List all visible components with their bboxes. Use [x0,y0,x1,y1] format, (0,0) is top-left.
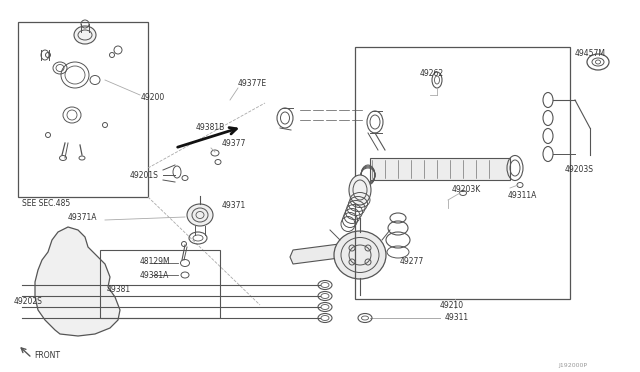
Bar [370,158,510,180]
Polygon shape [35,227,120,336]
Text: 49377E: 49377E [238,78,267,87]
Text: 49202S: 49202S [14,298,43,307]
Bar [100,250,220,318]
Text: 49381B: 49381B [196,122,225,131]
Text: 49311: 49311 [445,314,469,323]
Ellipse shape [187,204,213,226]
Text: 49277: 49277 [400,257,424,266]
Text: 49377: 49377 [222,138,246,148]
Polygon shape [290,240,375,264]
Text: 49201S: 49201S [130,170,159,180]
Text: 48129M: 48129M [140,257,171,266]
Text: SEE SEC.485: SEE SEC.485 [22,199,70,208]
Text: 49371A: 49371A [68,214,97,222]
Text: 49371: 49371 [222,201,246,209]
Text: FRONT: FRONT [34,350,60,359]
Text: 49381A: 49381A [140,270,170,279]
Bar [18,22,148,197]
Text: 49457M: 49457M [575,48,606,58]
Text: J192000P: J192000P [558,362,587,368]
Bar [355,47,570,299]
Text: 49210: 49210 [440,301,464,310]
Text: 49203K: 49203K [452,186,481,195]
Ellipse shape [334,231,386,279]
Text: 49200: 49200 [141,93,165,102]
Text: 49311A: 49311A [508,192,538,201]
Ellipse shape [74,26,96,44]
Text: 49203S: 49203S [565,166,594,174]
Text: 49262: 49262 [420,68,444,77]
Ellipse shape [349,175,371,205]
Text: 49381: 49381 [107,285,131,295]
